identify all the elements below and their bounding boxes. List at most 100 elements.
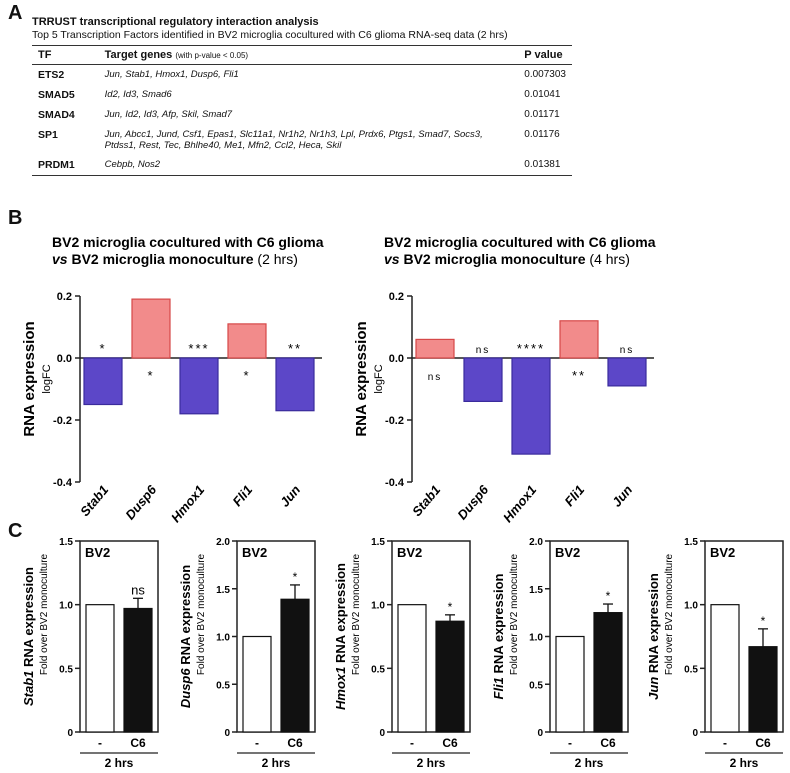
y-axis-sublabel: logFC	[41, 364, 53, 393]
y-tick-label: 0.2	[57, 291, 72, 303]
x-group-label: 2 hrs	[730, 756, 759, 770]
plot-frame	[79, 540, 159, 733]
y-tick-label: 1.0	[59, 601, 73, 612]
y-axis-sublabel: Fold over BV2 monoculture	[39, 553, 50, 675]
x-tick-label: Hmox1	[500, 482, 539, 525]
y-axis-label: Fli1 RNA expression	[491, 573, 506, 699]
bar-control	[242, 635, 272, 733]
bar-c6	[435, 620, 465, 733]
bar-control	[555, 635, 585, 733]
y-label-suffix: RNA expression	[21, 567, 36, 671]
pvalue-cell: 0.01381	[518, 155, 572, 176]
panel-label-c: C	[8, 520, 23, 542]
y-tick-label: 0.0	[389, 353, 404, 365]
bar-fli1	[559, 320, 599, 359]
plot-frame	[391, 540, 471, 733]
y-axis-sublabel: logFC	[373, 364, 385, 393]
genes-cell: Jun, Stab1, Hmox1, Dusp6, Fli1	[104, 69, 239, 80]
pvalue-cell: 0.01176	[524, 129, 560, 140]
bar-jun	[607, 357, 647, 387]
x-tick-label: Jun	[277, 482, 303, 509]
y-axis-sublabel: Fold over BV2 monoculture	[509, 553, 520, 675]
tf-cell: PRDM1	[32, 155, 99, 176]
bar-c6	[593, 612, 623, 733]
y-axis-label: RNA expression	[21, 321, 38, 436]
y-tick-label: 1.0	[684, 601, 698, 612]
genes-cell: Cebpb, Nos2	[98, 155, 519, 176]
bar-c6	[748, 646, 778, 733]
y-tick-label: 1.5	[216, 585, 230, 596]
significance-label: *	[293, 570, 298, 584]
chart-title-line2: vs BV2 microglia monoculture (2 hrs)	[52, 251, 298, 267]
y-tick-label: 0.0	[57, 353, 72, 365]
x-tick-label: C6	[130, 736, 146, 750]
y-tick-label: 1.0	[529, 633, 543, 644]
box-label: BV2	[397, 545, 422, 560]
significance-label: *	[99, 341, 106, 356]
title-comparison: BV2 microglia monoculture	[400, 251, 586, 267]
bar-dusp6	[131, 298, 171, 359]
bar-c6	[280, 598, 310, 733]
table-title: TRRUST transcriptional regulatory intera…	[32, 16, 319, 28]
y-tick-label: 1.5	[59, 537, 73, 548]
panel-label-b: B	[8, 207, 23, 229]
box-label: BV2	[710, 545, 735, 560]
y-label-suffix: RNA expression	[646, 573, 661, 677]
x-tick-label: -	[98, 736, 102, 750]
x-tick-label: Hmox1	[168, 482, 207, 525]
y-label-suffix: RNA expression	[178, 565, 193, 669]
tf-cell: SMAD5	[38, 89, 75, 101]
significance-label: ****	[517, 341, 545, 356]
title-time: (2 hrs)	[254, 251, 298, 267]
header-pvalue: P value	[518, 45, 572, 65]
bar-dusp6	[463, 357, 503, 403]
title-vs: vs	[52, 251, 68, 267]
y-axis-label: Hmox1 RNA expression	[333, 563, 348, 710]
y-tick-label: 0.5	[216, 680, 230, 691]
genes-cell: Id2, Id3, Smad6	[104, 89, 172, 100]
x-group-label: 2 hrs	[575, 756, 604, 770]
x-tick-label: Dusp6	[454, 482, 492, 523]
table-row: SMAD5 Id2, Id3, Smad6 0.01041	[32, 85, 572, 105]
tf-cell: SMAD4	[38, 109, 75, 121]
significance-label: **	[288, 341, 302, 356]
header-genes: Target genes (with p-value < 0.05)	[98, 45, 519, 65]
chart-title-line1: BV2 microglia cocultured with C6 glioma	[52, 234, 324, 250]
x-tick-label: Fli1	[561, 482, 587, 509]
gene-name: Hmox1	[333, 667, 348, 710]
y-tick-label: 0	[692, 728, 698, 739]
y-axis-sublabel: Fold over BV2 monoculture	[664, 553, 675, 675]
y-tick-label: 2.0	[529, 537, 543, 548]
x-tick-label: C6	[287, 736, 303, 750]
title-vs: vs	[384, 251, 400, 267]
y-tick-label: -0.2	[385, 415, 404, 427]
header-genes-note: (with p-value < 0.05)	[175, 51, 249, 60]
header-genes-label: Target genes	[104, 49, 173, 61]
significance-label: ***	[188, 341, 209, 356]
box-label: BV2	[242, 545, 267, 560]
significance-label: ns	[131, 582, 145, 597]
significance-label: *	[147, 368, 154, 383]
bar-stab1	[415, 338, 455, 359]
x-tick-label: Dusp6	[122, 482, 160, 523]
table-row: SP1 Jun, Abcc1, Jund, Csf1, Epas1, Slc11a…	[32, 125, 572, 155]
y-tick-label: 0	[67, 728, 73, 739]
gene-name: Dusp6	[178, 668, 193, 709]
bar-fli1	[227, 323, 267, 359]
y-tick-label: 0	[537, 728, 543, 739]
gene-name: Fli1	[491, 677, 506, 699]
x-tick-label: C6	[755, 736, 771, 750]
bar-hmox1	[511, 357, 551, 455]
table-subtitle: Top 5 Transcription Factors identified i…	[32, 29, 508, 41]
y-tick-label: 1.5	[529, 585, 543, 596]
significance-label: ns	[476, 345, 491, 356]
title-comparison: BV2 microglia monoculture	[68, 251, 254, 267]
significance-label: ns	[428, 372, 443, 383]
significance-label: **	[572, 368, 586, 383]
chart-title-line2: vs BV2 microglia monoculture (4 hrs)	[384, 251, 630, 267]
table-body: ETS2 Jun, Stab1, Hmox1, Dusp6, Fli1 0.0073…	[32, 65, 572, 176]
y-axis-sublabel: Fold over BV2 monoculture	[351, 553, 362, 675]
bar-stab1	[83, 357, 123, 406]
y-tick-label: 0.5	[529, 680, 543, 691]
